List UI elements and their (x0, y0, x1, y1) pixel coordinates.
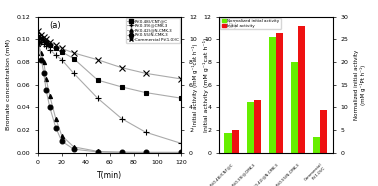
Bar (254, 100, 261, 153)
Bar (269, 37, 276, 153)
Bar (291, 62, 298, 153)
Bar (321, 110, 327, 153)
Bar (313, 137, 321, 153)
Y-axis label: Initial activity (mM g⁻¹cat h⁻¹): Initial activity (mM g⁻¹cat h⁻¹) (203, 37, 209, 132)
Text: (a): (a) (49, 21, 61, 30)
Bar (298, 26, 305, 153)
Y-axis label: Bromate concentration (mM): Bromate concentration (mM) (6, 39, 11, 130)
Legend: Normalized initial activity, Initial activity: Normalized initial activity, Initial act… (220, 18, 280, 29)
Bar (276, 33, 283, 153)
Bar (225, 133, 231, 153)
Y-axis label: Initial activity (mM g⁻¹cat h⁻¹): Initial activity (mM g⁻¹cat h⁻¹) (192, 43, 198, 126)
Y-axis label: Normalized initial activity
(mM g⁻¹Pt h⁻¹): Normalized initial activity (mM g⁻¹Pt h⁻… (354, 49, 366, 120)
X-axis label: T(min): T(min) (97, 171, 122, 180)
Text: (b): (b) (225, 21, 237, 30)
Legend: Pt(0.48)/CNT@C, Pt(0.39)@CMK-3, Pt(0.42)@N-CMK-3, Pt(0.55)N-CMK-3, Commercial Pt: Pt(0.48)/CNT@C, Pt(0.39)@CMK-3, Pt(0.42)… (126, 18, 180, 43)
Bar (246, 102, 254, 153)
Bar (231, 130, 239, 153)
